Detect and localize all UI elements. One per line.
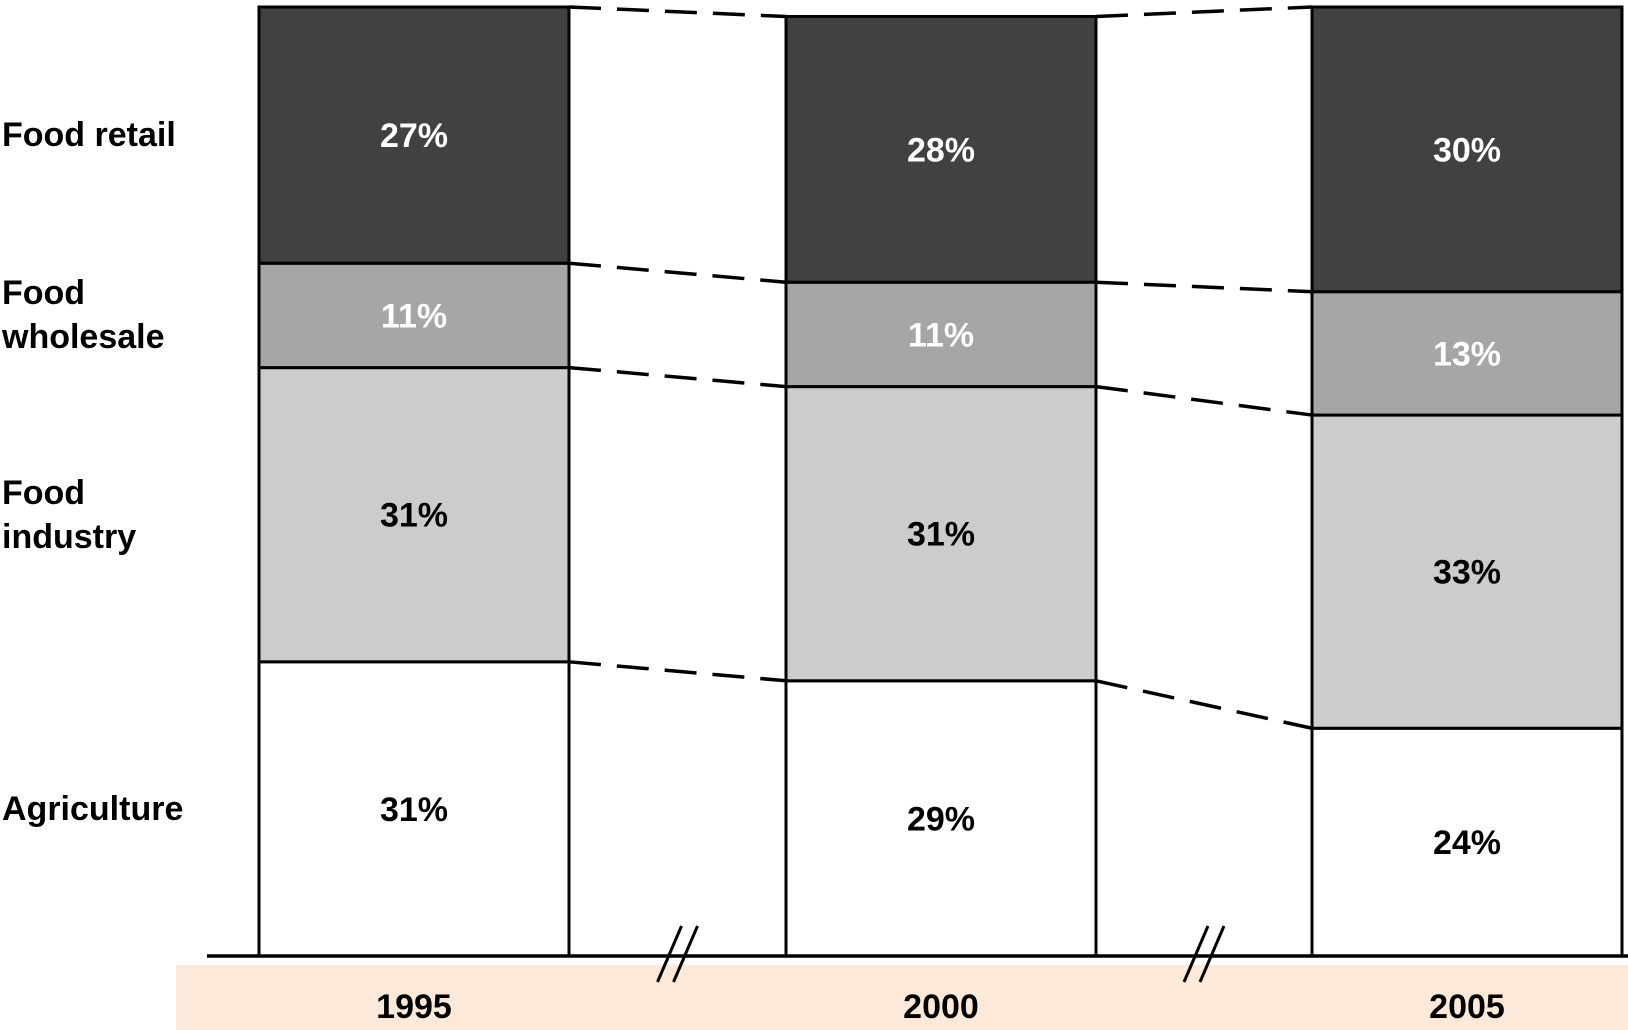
row-label-food-retail: Food retail [2,113,176,157]
x-tick-label: 1995 [376,988,452,1026]
data-label: 33% [1433,554,1501,592]
data-label: 11% [381,297,447,335]
bar-segment-food-industry-2000 [784,385,1098,683]
bar-segment-food-wholesale-2005 [1310,290,1624,417]
bar-segment-food-wholesale-2000 [784,280,1098,389]
data-label: 30% [1433,131,1501,169]
bar-segment-agriculture-1995 [257,660,571,958]
data-label: 27% [380,117,448,155]
data-label: 28% [907,131,975,169]
connector-line [568,365,787,389]
connector-line [568,5,787,19]
connector-line [1095,384,1313,417]
data-label: 29% [907,800,975,838]
axis-break-mark [656,925,683,983]
row-label-line: Agriculture [2,789,184,828]
row-label-line: Food [2,473,86,512]
data-label: 11% [908,316,974,354]
axis-break-mark [672,925,699,983]
data-label: 13% [1433,335,1501,373]
row-label-agriculture: Agriculture [2,787,183,831]
data-label: 31% [380,497,448,535]
row-label-food-wholesale: Food wholesale [2,271,165,359]
connector-line [1095,5,1313,19]
connector-line [1095,679,1313,730]
row-label-line: Food retail [2,116,176,155]
axis-break-mark [1182,925,1210,983]
bar-segment-food-wholesale-1995 [257,261,571,370]
bar-segment-food-retail-2000 [784,14,1098,284]
row-label-line: wholesale [2,318,165,357]
data-label: 31% [380,791,448,829]
row-label-line: industry [2,517,137,556]
year-band [176,965,1628,1030]
x-tick-label: 2000 [903,988,979,1026]
bar-segment-agriculture-2000 [784,679,1098,958]
connector-line [568,660,787,683]
connector-line [568,261,787,284]
connector-line [1095,280,1313,294]
x-tick-label: 2005 [1429,988,1505,1026]
data-label: 24% [1433,824,1501,862]
bar-segment-food-retail-1995 [257,5,571,265]
row-label-line: Food [2,274,86,313]
bar-segment-food-retail-2005 [1310,5,1624,294]
axis-break-mark [1198,925,1226,983]
bar-segment-food-industry-2005 [1310,413,1624,730]
row-label-food-industry: Food industry [2,471,136,559]
data-label: 31% [907,516,975,554]
